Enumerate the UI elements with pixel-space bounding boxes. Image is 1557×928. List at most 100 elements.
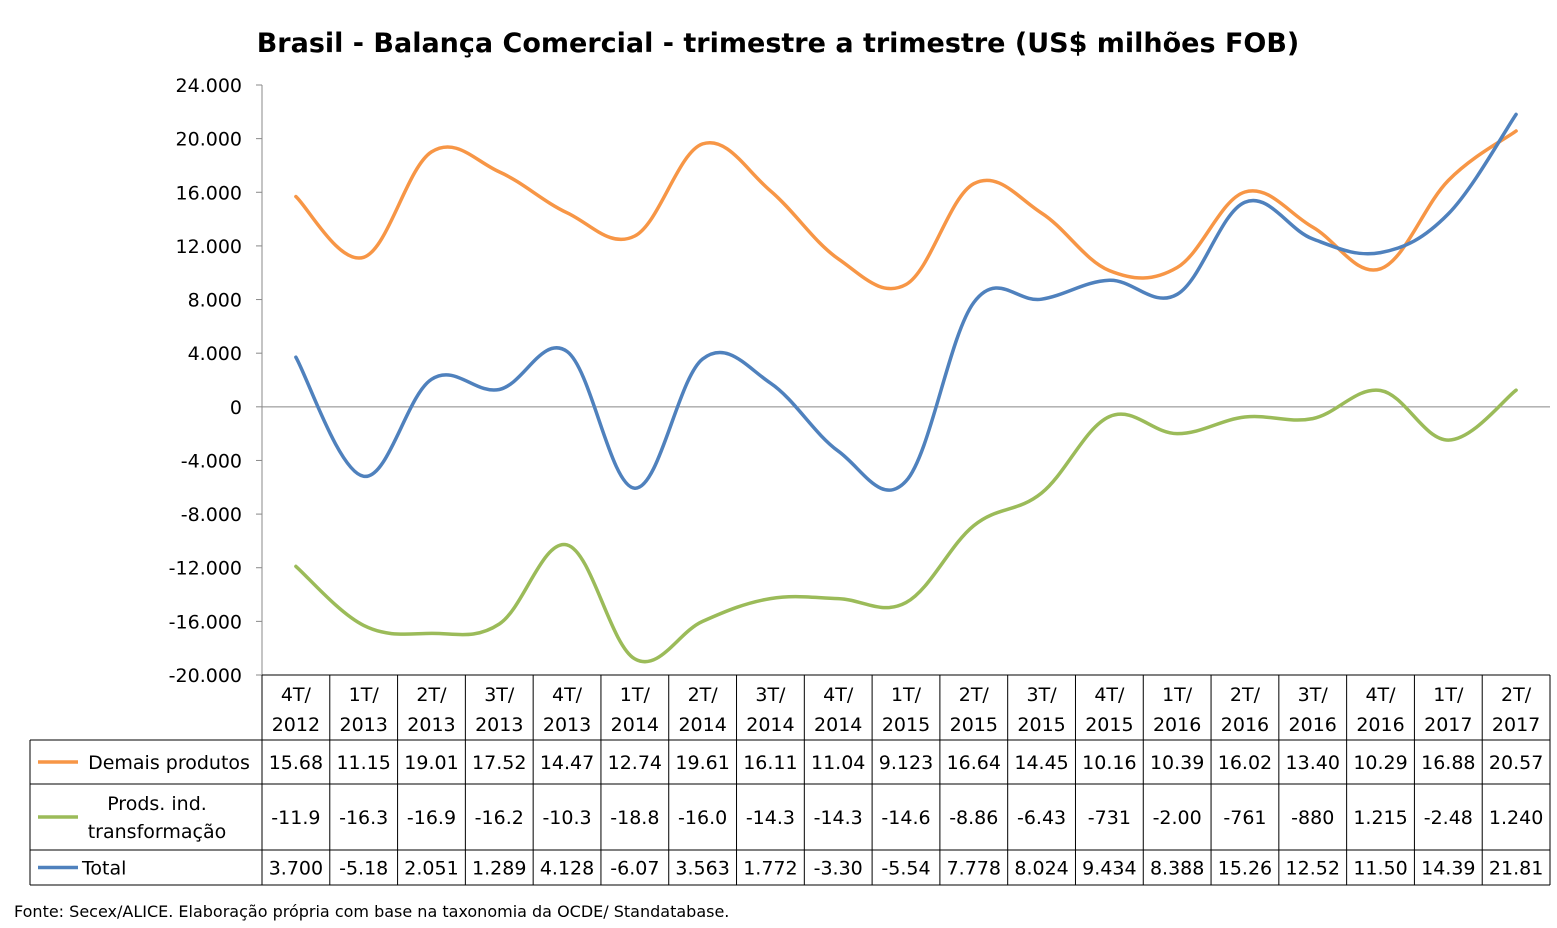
table-cell: -2.48: [1424, 807, 1473, 829]
table-cell: -16.9: [407, 807, 456, 829]
table-cell: -761: [1223, 807, 1266, 829]
x-category-label: 2T/2016: [1221, 684, 1269, 736]
table-cell: 8.024: [1014, 858, 1068, 880]
y-tick-label: 20.000: [176, 129, 242, 151]
table-cell: 17.52: [472, 752, 526, 774]
table-cell: 2.051: [404, 858, 458, 880]
series-line-2: [294, 112, 1518, 492]
table-cell: 15.26: [1218, 858, 1272, 880]
table-cell: 14.47: [540, 752, 594, 774]
table-cell: 12.74: [608, 752, 662, 774]
y-tick-label: -12.000: [169, 558, 242, 580]
x-category-label: 2T/2013: [407, 684, 455, 736]
source-note: Fonte: Secex/ALICE. Elaboração própria c…: [14, 902, 729, 921]
y-tick-label: 4.000: [188, 343, 242, 365]
table-cell: 11.50: [1353, 858, 1407, 880]
x-category-label: 4T/2012: [272, 684, 320, 736]
table-cell: 10.39: [1150, 752, 1204, 774]
x-category-label: 1T/2014: [611, 684, 659, 736]
table-cell: 1.289: [472, 858, 526, 880]
y-tick-label: 16.000: [176, 182, 242, 204]
table-cell: 11.15: [336, 752, 390, 774]
x-category-label: 3T/2016: [1289, 684, 1337, 736]
x-category-label: 4T/2016: [1356, 684, 1404, 736]
table-cell: 9.123: [879, 752, 933, 774]
series-line-0: [294, 129, 1518, 291]
chart-title: Brasil - Balança Comercial - trimestre a…: [257, 28, 1300, 59]
series-name: Total: [81, 858, 126, 880]
table-cell: 12.52: [1286, 858, 1340, 880]
table-cell: -14.6: [881, 807, 930, 829]
table-cell: 16.11: [743, 752, 797, 774]
table-cell: -2.00: [1153, 807, 1202, 829]
table-cell: 15.68: [269, 752, 323, 774]
x-category-label: 4T/2013: [543, 684, 591, 736]
table-cell: 10.16: [1082, 752, 1136, 774]
plot-frame: [256, 84, 1550, 676]
table-cell: 7.778: [947, 858, 1001, 880]
table-cell: 1.240: [1489, 807, 1543, 829]
y-tick-label: -16.000: [169, 611, 242, 633]
table-cell: -5.18: [339, 858, 388, 880]
table-cell: -3.30: [814, 858, 863, 880]
table-cell: -14.3: [814, 807, 863, 829]
table-cell: -10.3: [542, 807, 591, 829]
table-cell: 14.39: [1421, 858, 1475, 880]
series-line-1: [294, 388, 1518, 664]
table-cell: -6.07: [610, 858, 659, 880]
table-cell: 20.57: [1489, 752, 1543, 774]
table-cell: 16.88: [1421, 752, 1475, 774]
table-cell: -16.2: [475, 807, 524, 829]
table-cell: 3.563: [675, 858, 729, 880]
y-tick-label: 12.000: [176, 236, 242, 258]
table-cell: 19.01: [404, 752, 458, 774]
series-name: Demais produtos: [88, 752, 250, 774]
table-cell: 16.64: [947, 752, 1001, 774]
table-cell: 1.215: [1353, 807, 1407, 829]
x-category-label: 3T/2014: [746, 684, 794, 736]
y-axis-ticks: 24.000 20.000 16.000 12.000 8.000 4.000 0 -4.00…: [169, 75, 242, 687]
table-cell: 3.700: [269, 858, 323, 880]
table-cell: -6.43: [1017, 807, 1066, 829]
table-cell: 9.434: [1082, 858, 1136, 880]
series-name: Prods. ind. transformação: [88, 793, 227, 843]
x-category-label: 1T/2016: [1153, 684, 1201, 736]
x-category-label: 2T/2015: [950, 684, 998, 736]
table-cell: -11.9: [271, 807, 320, 829]
y-tick-label: 24.000: [176, 75, 242, 97]
x-category-label: 1T/2013: [340, 684, 388, 736]
x-category-label: 4T/2014: [814, 684, 862, 736]
x-category-label: 2T/2017: [1492, 684, 1540, 736]
table-cell: -5.54: [881, 858, 930, 880]
table-cell: 4.128: [540, 858, 594, 880]
table-cell: 16.02: [1218, 752, 1272, 774]
table-cell: -16.0: [678, 807, 727, 829]
table-cell: -880: [1291, 807, 1334, 829]
data-table: 4T/2012 1T/2013 2T/2013 3T/2013 4T/2013 1T/20…: [29, 674, 1551, 886]
table-cell: -8.86: [949, 807, 998, 829]
x-category-label: 1T/2015: [882, 684, 930, 736]
y-tick-label: -20.000: [169, 665, 242, 687]
table-cell: -14.3: [746, 807, 795, 829]
y-tick-label: 0: [230, 397, 242, 419]
table-cell: 13.40: [1286, 752, 1340, 774]
table-cell: 10.29: [1353, 752, 1407, 774]
table-cell: 1.772: [743, 858, 797, 880]
table-cell: 19.61: [675, 752, 729, 774]
x-category-label: 2T/2014: [678, 684, 726, 736]
y-tick-label: -4.000: [181, 450, 242, 472]
table-cell: 14.45: [1014, 752, 1068, 774]
series-lines: [294, 112, 1518, 664]
table-cell: -16.3: [339, 807, 388, 829]
x-category-label: 4T/2015: [1085, 684, 1133, 736]
table-cell: -731: [1088, 807, 1131, 829]
table-cell: -18.8: [610, 807, 659, 829]
table-cell: 11.04: [811, 752, 865, 774]
table-cell: 8.388: [1150, 858, 1204, 880]
table-cell: 21.81: [1489, 858, 1543, 880]
y-tick-label: 8.000: [188, 290, 242, 312]
y-tick-label: -8.000: [181, 504, 242, 526]
x-category-label: 3T/2015: [1017, 684, 1065, 736]
x-category-label: 3T/2013: [475, 684, 523, 736]
